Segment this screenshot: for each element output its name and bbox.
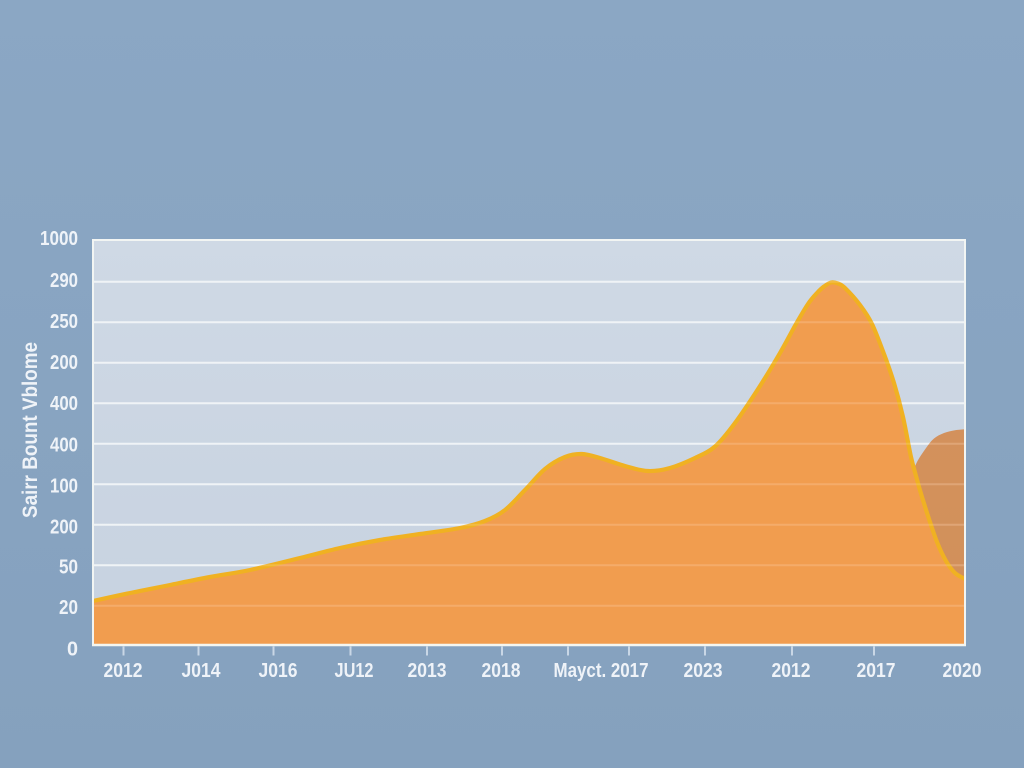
svg-text:50: 50	[59, 557, 78, 579]
svg-text:J014: J014	[182, 660, 222, 682]
svg-text:1000: 1000	[40, 228, 78, 250]
svg-text:400: 400	[50, 393, 78, 415]
svg-text:2012: 2012	[104, 660, 143, 682]
svg-text:2017: 2017	[857, 660, 896, 682]
svg-text:JU12: JU12	[335, 660, 374, 682]
svg-text:200: 200	[50, 352, 78, 374]
svg-text:Mayct. 2017: Mayct. 2017	[554, 660, 649, 682]
svg-text:J016: J016	[259, 660, 298, 682]
svg-text:2020: 2020	[943, 660, 982, 682]
svg-text:2018: 2018	[482, 660, 521, 682]
svg-text:Sairr Bount Vblome: Sairr Bount Vblome	[19, 342, 42, 518]
svg-text:2012: 2012	[772, 660, 811, 682]
svg-text:100: 100	[50, 476, 78, 498]
svg-text:20: 20	[59, 597, 78, 619]
svg-text:2013: 2013	[408, 660, 447, 682]
svg-text:2023: 2023	[684, 660, 723, 682]
svg-text:0: 0	[67, 639, 78, 661]
svg-text:200: 200	[50, 517, 78, 539]
svg-text:250: 250	[50, 311, 78, 333]
svg-text:400: 400	[50, 435, 78, 457]
svg-text:290: 290	[50, 270, 78, 292]
